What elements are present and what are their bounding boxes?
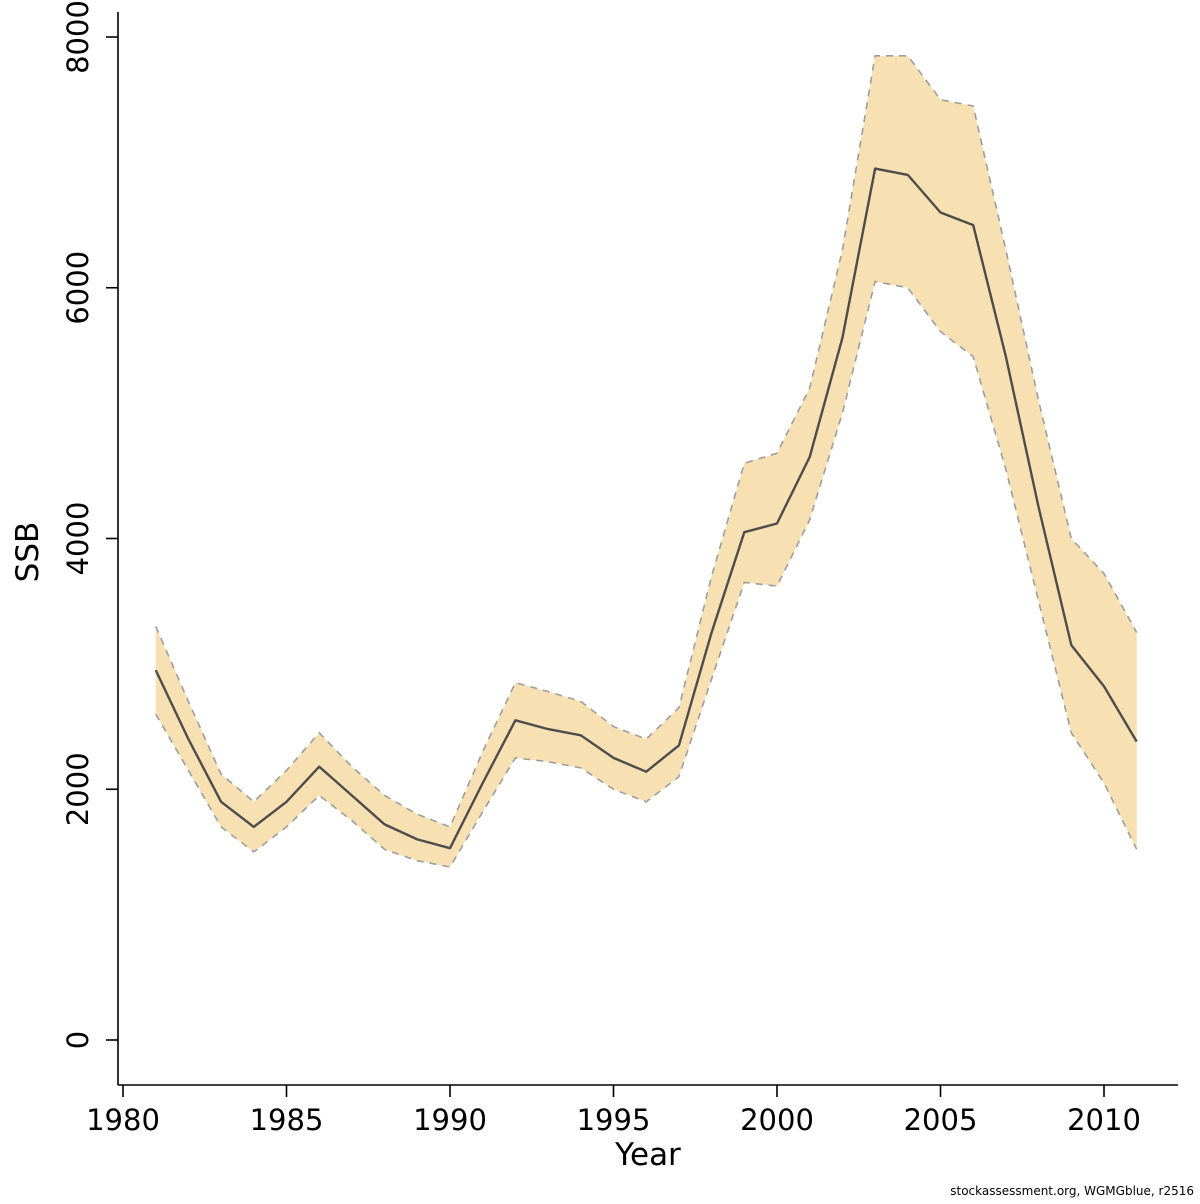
x-tick-label: 1990: [413, 1103, 487, 1137]
x-tick-label: 2005: [904, 1103, 978, 1137]
y-tick-label: 6000: [61, 251, 95, 325]
x-tick-label: 2010: [1067, 1103, 1141, 1137]
upper-bound-line: [154, 54, 1138, 828]
confidence-band-layer: [154, 54, 1138, 868]
x-tick-label: 1985: [250, 1103, 324, 1137]
x-tick-label: 1995: [577, 1103, 651, 1137]
mean-line-layer: [154, 167, 1138, 850]
x-tick-label: 1980: [86, 1103, 160, 1137]
lower-bound-line: [155, 280, 1138, 868]
y-tick-label: 0: [61, 1031, 95, 1049]
y-axis-title: SSB: [10, 522, 46, 583]
y-tick-label: 2000: [61, 752, 95, 826]
x-axis-title: Year: [614, 1137, 681, 1173]
x-tick-label: 2000: [740, 1103, 814, 1137]
attribution-text: stockassessment.org, WGMGblue, r2516: [950, 1184, 1194, 1198]
axes-layer: 0 2000 4000 6000 8000 1980 1985 1990 1995 2000 200…: [61, 0, 1178, 1137]
y-tick-label: 8000: [61, 0, 95, 74]
mean-line: [154, 167, 1138, 850]
y-tick-label: 4000: [61, 502, 95, 576]
confidence-band: [155, 55, 1137, 868]
